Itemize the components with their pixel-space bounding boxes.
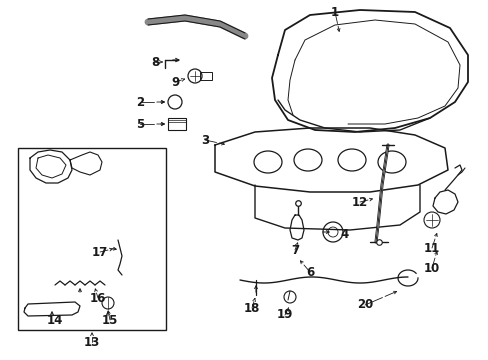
Text: 8: 8 (151, 55, 159, 68)
Text: 12: 12 (351, 195, 367, 208)
Bar (168, 118, 185, 130)
Text: 3: 3 (201, 134, 209, 147)
Text: 4: 4 (340, 229, 348, 242)
Text: 9: 9 (170, 76, 179, 89)
Text: 19: 19 (276, 309, 293, 321)
Text: 6: 6 (305, 266, 313, 279)
Text: 7: 7 (290, 243, 299, 256)
Bar (200, 72, 212, 80)
Text: 5: 5 (136, 117, 144, 130)
Text: 13: 13 (84, 336, 100, 348)
Text: 14: 14 (47, 314, 63, 327)
Text: 11: 11 (423, 242, 439, 255)
Text: 15: 15 (102, 314, 118, 327)
Bar (18, 148, 165, 330)
Text: 20: 20 (356, 298, 372, 311)
Text: 1: 1 (330, 5, 338, 18)
Text: 2: 2 (136, 95, 144, 108)
Text: 18: 18 (244, 302, 260, 315)
Text: 17: 17 (92, 246, 108, 258)
Text: 10: 10 (423, 261, 439, 274)
Text: 16: 16 (90, 292, 106, 305)
